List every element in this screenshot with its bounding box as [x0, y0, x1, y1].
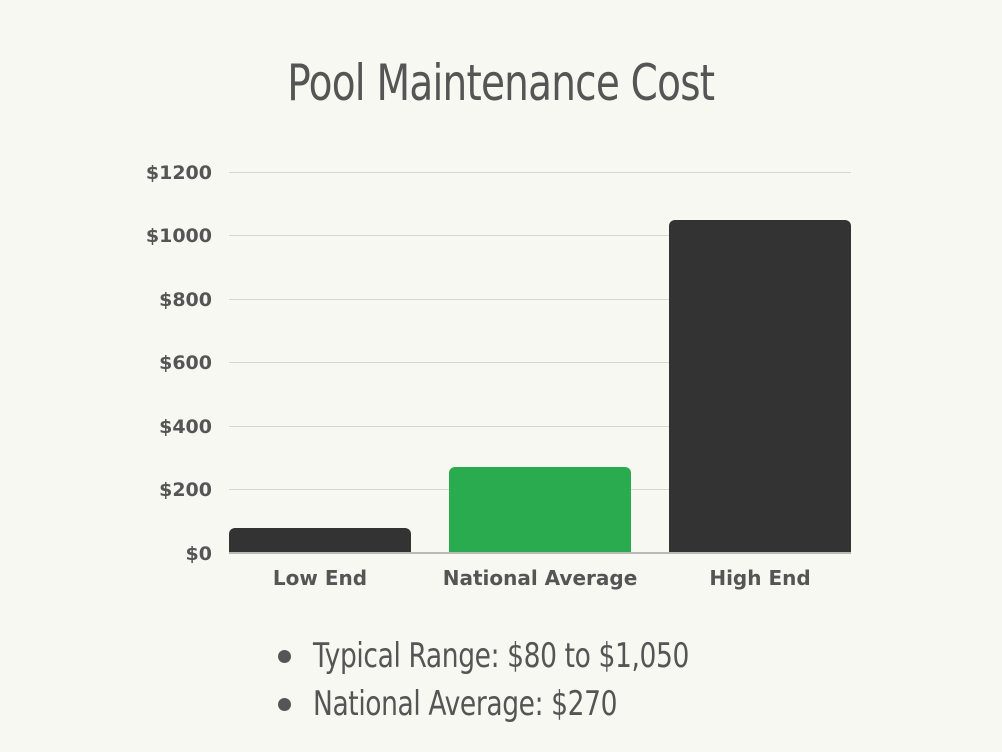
gridline	[229, 362, 851, 363]
plot-area	[229, 172, 851, 554]
bar-low-end	[229, 527, 411, 553]
summary-text: Typical Range: $80 to $1,050	[313, 636, 689, 676]
bullet-icon	[278, 649, 291, 663]
x-tick-label-low-end: Low End	[272, 566, 368, 590]
y-tick-label: $200	[159, 479, 212, 501]
summary-item-national-average: National Average: $270	[278, 680, 795, 728]
gridline	[229, 235, 851, 236]
y-tick-label: $600	[159, 352, 212, 374]
y-tick-label: $400	[159, 416, 212, 438]
bar-high-end	[669, 219, 851, 553]
chart-title: Pool Maintenance Cost	[287, 54, 715, 112]
y-tick-label: $1200	[145, 162, 212, 184]
x-tick-label-national-average: National Average	[442, 566, 638, 590]
gridline	[229, 299, 851, 300]
summary-text: National Average: $270	[313, 684, 618, 724]
y-tick-label: $800	[159, 289, 212, 311]
bar-national-average	[449, 467, 631, 553]
gridline	[229, 426, 851, 427]
summary-item-typical-range: Typical Range: $80 to $1,050	[278, 632, 795, 680]
y-tick-label: $1000	[145, 225, 212, 247]
gridline	[229, 172, 851, 173]
summary-list: Typical Range: $80 to $1,050 National Av…	[278, 632, 795, 728]
bullet-icon	[278, 697, 291, 711]
x-tick-label-high-end: High End	[709, 566, 811, 590]
y-tick-label: $0	[185, 543, 212, 565]
x-axis-baseline	[229, 552, 851, 554]
